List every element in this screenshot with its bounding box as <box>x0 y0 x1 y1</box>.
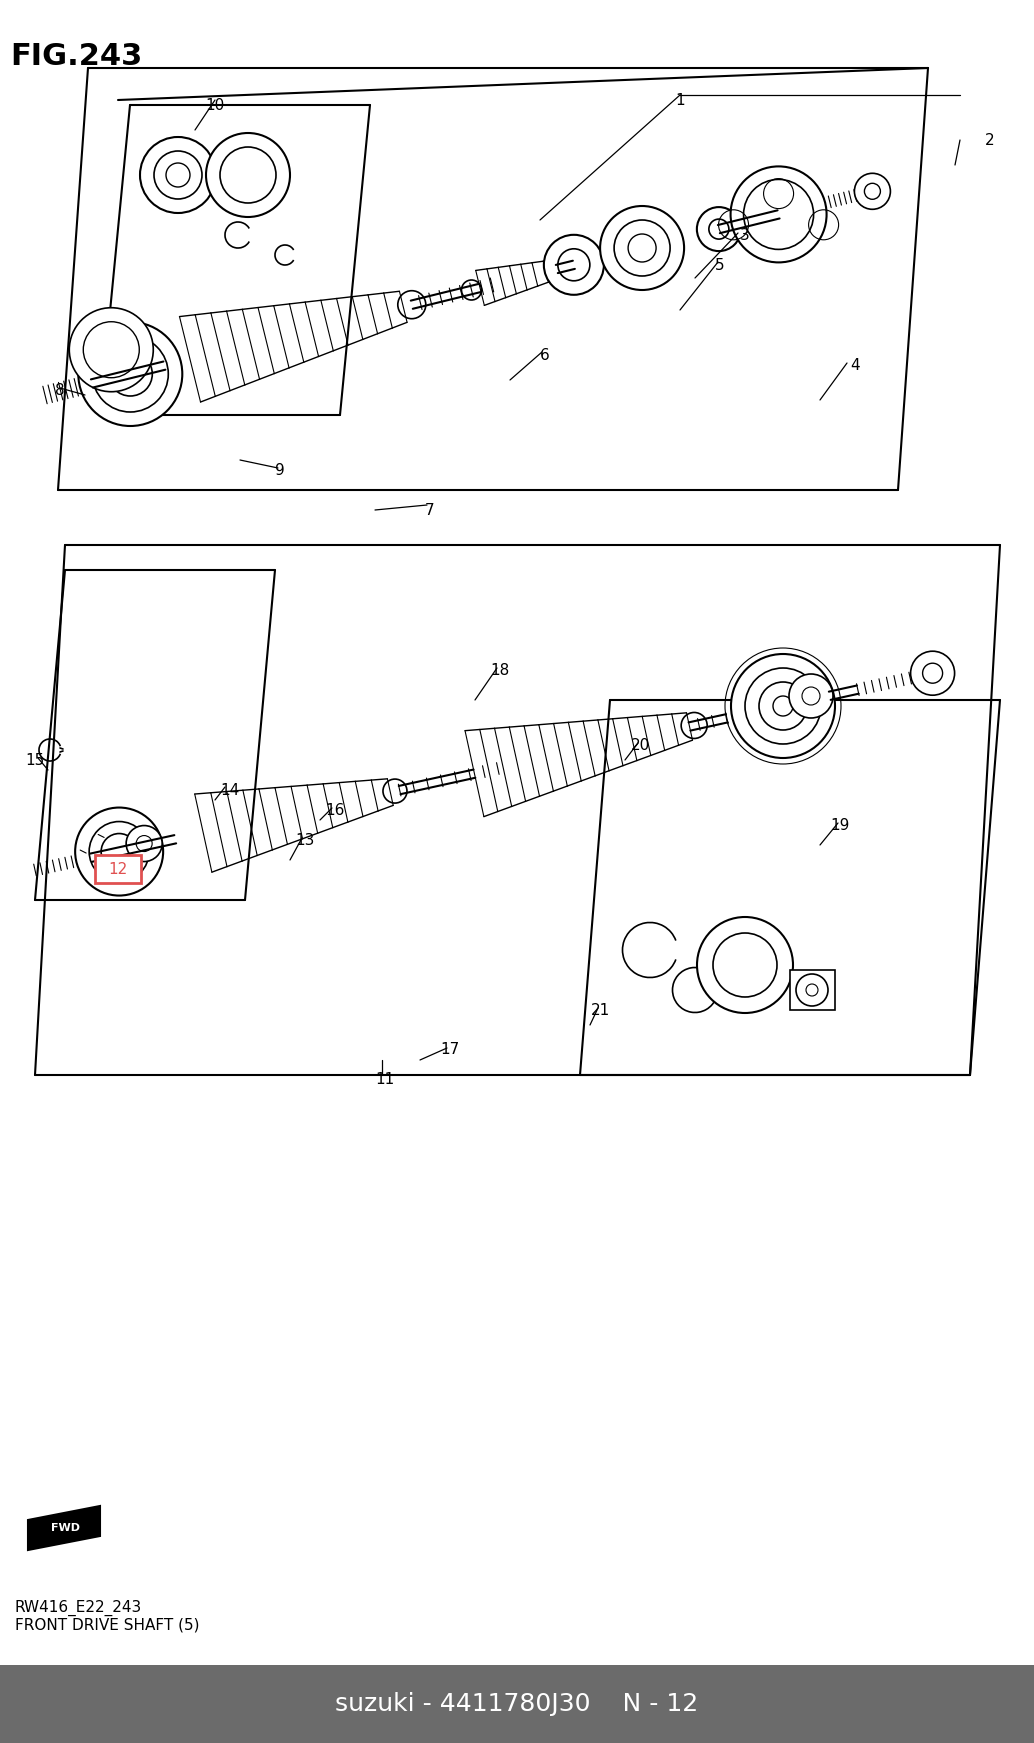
Circle shape <box>789 675 833 718</box>
Circle shape <box>126 826 162 861</box>
Text: 19: 19 <box>830 817 850 833</box>
Text: FRONT DRIVE SHAFT (5): FRONT DRIVE SHAFT (5) <box>16 1618 200 1633</box>
Bar <box>0 1665 1034 1743</box>
Text: 5: 5 <box>716 258 725 272</box>
Text: 12: 12 <box>109 861 127 877</box>
Text: 21: 21 <box>590 1002 610 1018</box>
Circle shape <box>69 309 153 392</box>
Circle shape <box>911 652 954 695</box>
Text: 2: 2 <box>985 132 995 148</box>
Text: 15: 15 <box>26 753 44 767</box>
Circle shape <box>796 974 828 1006</box>
Circle shape <box>140 138 216 213</box>
Text: 3: 3 <box>740 228 750 242</box>
Text: 10: 10 <box>206 98 224 113</box>
Text: 18: 18 <box>490 662 510 678</box>
Bar <box>95 856 141 884</box>
Text: FWD: FWD <box>51 1523 80 1534</box>
Circle shape <box>79 322 182 425</box>
Circle shape <box>92 336 169 411</box>
Circle shape <box>206 132 290 216</box>
Text: 6: 6 <box>540 347 550 363</box>
Circle shape <box>697 207 741 251</box>
Text: 9: 9 <box>275 462 285 478</box>
Text: 17: 17 <box>440 1042 460 1058</box>
Text: 20: 20 <box>631 737 649 753</box>
Text: 16: 16 <box>326 802 344 817</box>
Bar <box>790 971 835 1009</box>
Text: 1: 1 <box>675 92 685 108</box>
Circle shape <box>854 173 890 209</box>
Polygon shape <box>28 1506 100 1550</box>
Circle shape <box>75 807 163 896</box>
Circle shape <box>89 821 149 882</box>
Circle shape <box>697 917 793 1013</box>
Text: 4: 4 <box>850 357 860 373</box>
Circle shape <box>731 654 835 758</box>
Text: 13: 13 <box>296 833 314 847</box>
Text: FIG.243: FIG.243 <box>10 42 143 71</box>
Text: 7: 7 <box>425 502 435 518</box>
Circle shape <box>731 166 826 263</box>
Circle shape <box>544 235 604 295</box>
Circle shape <box>746 668 821 744</box>
Text: suzuki - 4411780J30    N - 12: suzuki - 4411780J30 N - 12 <box>335 1692 699 1717</box>
Text: RW416_E22_243: RW416_E22_243 <box>16 1600 143 1616</box>
Circle shape <box>600 206 685 289</box>
Text: 11: 11 <box>375 1072 395 1088</box>
Text: 8: 8 <box>55 382 65 397</box>
Text: 14: 14 <box>220 783 240 798</box>
